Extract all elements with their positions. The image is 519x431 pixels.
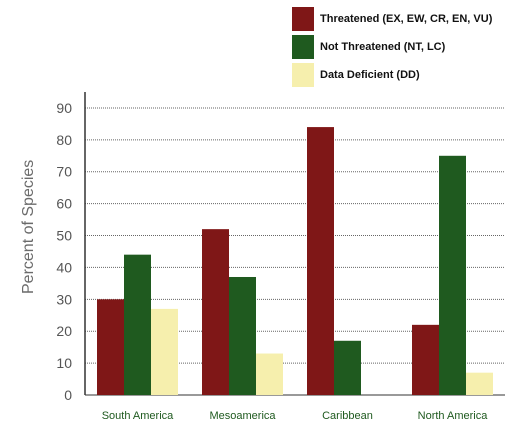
y-tick-label-20: 20 [56,323,72,339]
legend-label-data-deficient: Data Deficient (DD) [320,69,420,81]
bar-1-1 [229,277,256,395]
bar-3-0 [412,325,439,395]
bar-3-2 [466,373,493,395]
y-tick-label-70: 70 [56,164,72,180]
legend-label-threatened: Threatened (EX, EW, CR, EN, VU) [320,13,492,25]
legend-label-not-threatened: Not Threatened (NT, LC) [320,41,445,53]
bar-2-1 [334,341,361,395]
y-tick-label-10: 10 [56,355,72,371]
legend-item-data-deficient: Data Deficient (DD) [292,61,517,89]
y-tick-label-30: 30 [56,291,72,307]
y-tick-label-80: 80 [56,132,72,148]
y-tick-label-60: 60 [56,196,72,212]
y-axis-label: Percent of Species [20,184,38,294]
legend-item-not-threatened: Not Threatened (NT, LC) [292,33,517,61]
bar-3-1 [439,156,466,395]
legend: Threatened (EX, EW, CR, EN, VU) Not Thre… [292,5,517,89]
x-tick-label-2: Caribbean [322,410,373,422]
bar-1-2 [256,354,283,395]
y-tick-label-40: 40 [56,259,72,275]
x-tick-label-1: Mesoamerica [209,410,276,422]
y-tick-label-90: 90 [56,100,72,116]
x-tick-label-0: South America [102,410,174,422]
bar-0-1 [124,255,151,395]
legend-item-threatened: Threatened (EX, EW, CR, EN, VU) [292,5,517,33]
legend-swatch-not-threatened [292,35,314,59]
y-tick-label-0: 0 [64,387,72,403]
legend-swatch-data-deficient [292,63,314,87]
x-tick-label-3: North America [418,410,489,422]
bar-2-0 [307,127,334,395]
bar-1-0 [202,229,229,395]
bar-0-0 [97,299,124,395]
legend-swatch-threatened [292,7,314,31]
y-tick-label-50: 50 [56,228,72,244]
bar-0-2 [151,309,178,395]
